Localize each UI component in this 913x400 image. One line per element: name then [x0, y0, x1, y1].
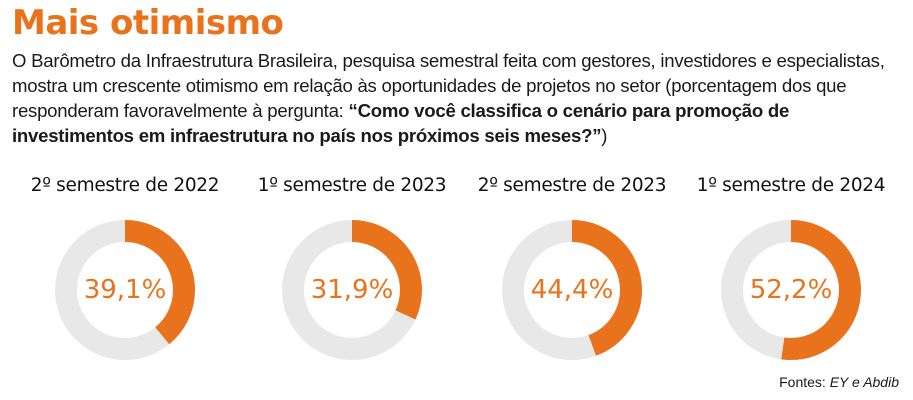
period-label: 2º semestre de 2023 [477, 175, 667, 196]
donut-panel-2: 1º semestre de 2023 31,9% [237, 172, 467, 360]
source-note: Fontes: EY e Abdib [779, 374, 899, 390]
donut-slice [721, 220, 861, 360]
donut-svg [282, 220, 422, 360]
donut-svg [721, 220, 861, 360]
donut-value-label: 39,1% [83, 275, 167, 305]
donut-value-label: 52,2% [749, 275, 833, 305]
donut-slice [502, 220, 642, 360]
donut-chart-4: 52,2% [721, 220, 861, 360]
period-label: 2º semestre de 2022 [30, 175, 220, 196]
donut-chart-3: 44,4% [502, 220, 642, 360]
donut-value-label: 44,4% [530, 275, 614, 305]
donut-svg [55, 220, 195, 360]
donut-panel-3: 2º semestre de 2023 44,4% [457, 172, 687, 360]
donut-panel-4: 1º semestre de 2024 52,2% [676, 172, 906, 360]
survey-question: “Como você classifica o cenário para pro… [12, 100, 790, 146]
source-prefix: Fontes: [779, 374, 830, 390]
description-text: O Barômetro da Infraestrutura Brasileira… [12, 50, 885, 121]
donut-chart-1: 39,1% [55, 220, 195, 360]
period-label: 1º semestre de 2023 [257, 175, 447, 196]
donut-slice [55, 220, 195, 360]
source-names: EY e Abdib [829, 374, 899, 390]
donut-value-label: 31,9% [310, 275, 394, 305]
donut-slice [282, 220, 422, 360]
donut-panel-1: 2º semestre de 2022 39,1% [10, 172, 240, 360]
donut-chart-2: 31,9% [282, 220, 422, 360]
chart-title: Mais otimismo [12, 3, 284, 43]
chart-description: O Barômetro da Infraestrutura Brasileira… [12, 48, 907, 148]
donut-svg [502, 220, 642, 360]
period-label: 1º semestre de 2024 [696, 175, 886, 196]
description-closing: ) [601, 125, 608, 146]
